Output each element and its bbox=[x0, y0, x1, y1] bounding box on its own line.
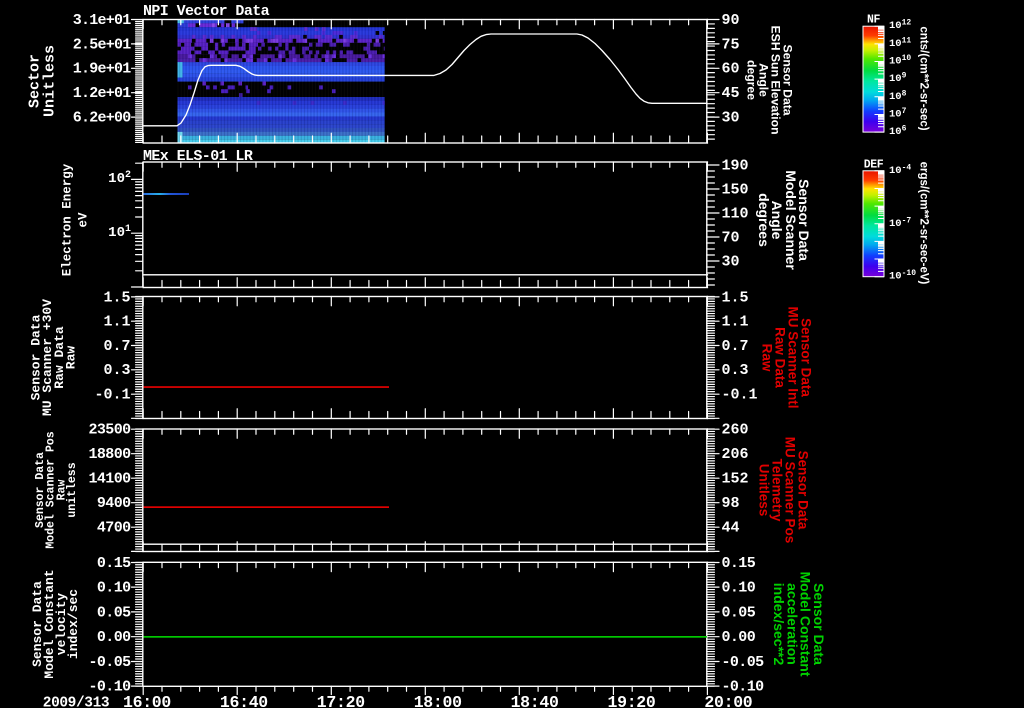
svg-text:index/sec**2: index/sec**2 bbox=[771, 583, 787, 666]
svg-text:18:40: 18:40 bbox=[511, 693, 559, 708]
svg-text:Sensor Data: Sensor Data bbox=[811, 583, 827, 665]
svg-text:MU Scanner +30V: MU Scanner +30V bbox=[40, 299, 55, 416]
svg-text:2009/313: 2009/313 bbox=[43, 696, 109, 708]
svg-text:30: 30 bbox=[722, 110, 740, 127]
svg-text:Sensor Data: Sensor Data bbox=[796, 451, 811, 530]
svg-text:velocity: velocity bbox=[54, 593, 69, 656]
svg-text:0.3: 0.3 bbox=[103, 362, 130, 379]
svg-text:Angle: Angle bbox=[769, 201, 785, 240]
svg-text:Telemetry: Telemetry bbox=[770, 459, 785, 522]
svg-text:75: 75 bbox=[722, 36, 740, 53]
svg-text:-0.05: -0.05 bbox=[88, 654, 131, 671]
svg-text:Sensor Data: Sensor Data bbox=[34, 452, 47, 528]
svg-text:2.5e+01: 2.5e+01 bbox=[73, 36, 132, 53]
svg-text:-0.10: -0.10 bbox=[722, 679, 765, 696]
svg-text:-0.1: -0.1 bbox=[722, 387, 758, 404]
svg-text:DEF: DEF bbox=[864, 158, 884, 171]
svg-text:Raw: Raw bbox=[55, 480, 68, 501]
svg-text:0.10: 0.10 bbox=[97, 580, 131, 597]
svg-text:ESH Sun Elevation: ESH Sun Elevation bbox=[769, 25, 783, 134]
svg-text:1.2e+01: 1.2e+01 bbox=[73, 85, 132, 102]
svg-text:9400: 9400 bbox=[97, 495, 131, 512]
svg-text:NF: NF bbox=[867, 14, 881, 27]
svg-text:MEx ELS-01 LR: MEx ELS-01 LR bbox=[143, 148, 253, 165]
svg-text:3.1e+01: 3.1e+01 bbox=[73, 12, 132, 29]
svg-text:70: 70 bbox=[722, 229, 740, 246]
svg-text:-0.1: -0.1 bbox=[94, 387, 130, 404]
svg-text:23500: 23500 bbox=[88, 422, 131, 439]
svg-text:Unitless: Unitless bbox=[757, 464, 772, 517]
svg-text:Raw Data: Raw Data bbox=[773, 327, 788, 388]
svg-text:60: 60 bbox=[722, 61, 740, 78]
svg-text:Raw Data: Raw Data bbox=[52, 326, 67, 389]
svg-text:6.2e+00: 6.2e+00 bbox=[73, 110, 132, 127]
svg-text:Model Scanner Pos: Model Scanner Pos bbox=[45, 431, 58, 548]
svg-text:Electron Energy: Electron Energy bbox=[61, 163, 75, 276]
svg-text:0.10: 0.10 bbox=[722, 580, 756, 597]
svg-text:16:40: 16:40 bbox=[220, 693, 268, 708]
svg-text:206: 206 bbox=[722, 446, 749, 463]
svg-text:-0.10: -0.10 bbox=[88, 679, 131, 696]
svg-text:NPI Vector Data: NPI Vector Data bbox=[143, 3, 270, 20]
svg-text:0.05: 0.05 bbox=[722, 604, 756, 621]
svg-text:16:00: 16:00 bbox=[123, 693, 171, 708]
svg-text:1.5: 1.5 bbox=[722, 289, 749, 306]
svg-text:17:20: 17:20 bbox=[317, 693, 365, 708]
svg-text:cnts/(cm**2-sr-sec): cnts/(cm**2-sr-sec) bbox=[918, 26, 930, 130]
svg-text:1.1: 1.1 bbox=[103, 314, 130, 331]
svg-text:degrees: degrees bbox=[756, 193, 772, 247]
svg-text:30: 30 bbox=[722, 253, 740, 270]
svg-text:45: 45 bbox=[722, 85, 740, 102]
svg-text:0.7: 0.7 bbox=[103, 338, 130, 355]
svg-text:Sensor Data: Sensor Data bbox=[29, 314, 44, 400]
svg-text:14100: 14100 bbox=[88, 471, 131, 488]
svg-text:ergs/(cm**2-sr-sec-eV): ergs/(cm**2-sr-sec-eV) bbox=[918, 162, 930, 285]
svg-text:1.5: 1.5 bbox=[103, 289, 130, 306]
svg-text:110: 110 bbox=[722, 205, 749, 222]
svg-text:0.15: 0.15 bbox=[97, 555, 131, 572]
svg-text:190: 190 bbox=[722, 157, 749, 174]
svg-text:150: 150 bbox=[722, 181, 749, 198]
svg-text:0.15: 0.15 bbox=[722, 555, 756, 572]
svg-text:152: 152 bbox=[722, 471, 749, 488]
svg-text:0.3: 0.3 bbox=[722, 362, 749, 379]
svg-text:MU Scanner Pos: MU Scanner Pos bbox=[783, 437, 798, 544]
svg-text:0.05: 0.05 bbox=[97, 604, 131, 621]
svg-text:Sensor Data: Sensor Data bbox=[799, 318, 814, 397]
svg-text:eV: eV bbox=[77, 212, 91, 228]
svg-text:0.7: 0.7 bbox=[722, 338, 749, 355]
svg-text:-0.05: -0.05 bbox=[722, 654, 765, 671]
svg-text:44: 44 bbox=[722, 520, 740, 537]
svg-text:acceleration: acceleration bbox=[784, 583, 800, 665]
svg-text:Sensor Data: Sensor Data bbox=[30, 581, 45, 667]
svg-text:Sector: Sector bbox=[27, 54, 44, 108]
svg-text:0.00: 0.00 bbox=[722, 629, 756, 646]
svg-text:0.00: 0.00 bbox=[97, 629, 131, 646]
svg-text:Raw: Raw bbox=[760, 344, 775, 372]
svg-text:98: 98 bbox=[722, 495, 740, 512]
svg-text:Model Constant: Model Constant bbox=[42, 569, 57, 678]
svg-text:18:00: 18:00 bbox=[414, 693, 462, 708]
svg-text:Unitless: Unitless bbox=[41, 45, 58, 117]
svg-text:Sensor Data: Sensor Data bbox=[781, 44, 795, 115]
svg-text:20:00: 20:00 bbox=[704, 693, 752, 708]
svg-text:Model Scanner: Model Scanner bbox=[783, 170, 799, 270]
svg-text:260: 260 bbox=[722, 422, 749, 439]
svg-text:Sensor Data: Sensor Data bbox=[796, 179, 812, 261]
svg-text:18800: 18800 bbox=[88, 446, 131, 463]
svg-text:MU Scanner Intl: MU Scanner Intl bbox=[786, 306, 801, 408]
svg-text:19:20: 19:20 bbox=[607, 693, 655, 708]
svg-text:Raw: Raw bbox=[63, 346, 78, 370]
svg-text:1.1: 1.1 bbox=[722, 314, 749, 331]
svg-text:Angle: Angle bbox=[757, 63, 771, 97]
svg-text:degree: degree bbox=[745, 60, 759, 100]
svg-text:unitless: unitless bbox=[66, 462, 79, 517]
svg-text:index/sec: index/sec bbox=[66, 589, 81, 659]
svg-text:Model Constant: Model Constant bbox=[798, 572, 814, 677]
svg-text:4700: 4700 bbox=[97, 520, 131, 537]
svg-text:1.9e+01: 1.9e+01 bbox=[73, 61, 132, 78]
svg-text:90: 90 bbox=[722, 12, 740, 29]
